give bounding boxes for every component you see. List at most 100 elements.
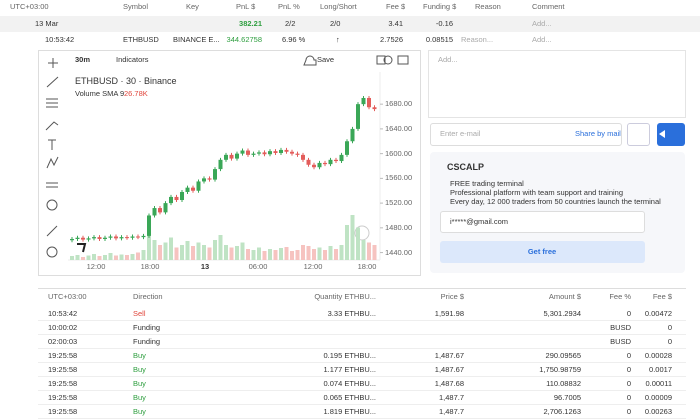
column-header[interactable]: Reason (475, 2, 501, 11)
candle (130, 236, 135, 238)
volume-bar (97, 256, 102, 260)
price-tick-label: 1440.00 (385, 247, 413, 257)
divider (38, 288, 686, 289)
volume-bar (367, 242, 371, 260)
candle (191, 187, 195, 191)
column-header[interactable]: Symbol (123, 2, 149, 11)
trade-cell[interactable]: Reason... (461, 35, 494, 44)
summary-cell: 2/0 (330, 19, 341, 28)
candle (246, 150, 250, 155)
column-header[interactable]: UTC+03:00 (10, 2, 49, 11)
candle (317, 162, 322, 168)
save-button[interactable]: Save (317, 55, 335, 64)
trade-cell: Buy (133, 351, 146, 360)
interval-button[interactable]: 30m (75, 55, 91, 64)
trade-cell: BUSD (610, 337, 631, 346)
link-button[interactable] (627, 123, 650, 146)
time-tick-label: 18:00 (357, 262, 377, 271)
candle (70, 238, 74, 241)
volume-bar (235, 246, 239, 260)
cta-label[interactable]: Get free (527, 247, 557, 256)
trade-cell: ETHBUSD (123, 35, 159, 44)
volume-bar (70, 256, 74, 260)
trade-cell: 0.08515 (425, 35, 453, 44)
email-placeholder[interactable]: Enter e-mail (440, 129, 481, 138)
trade-cell: 290.09565 (545, 351, 581, 360)
volume-bar (290, 251, 294, 260)
column-header[interactable]: Comment (532, 2, 565, 11)
send-icon (659, 130, 665, 138)
column-header[interactable]: PnL % (278, 2, 300, 11)
candle (262, 152, 267, 155)
volume-bar (152, 240, 157, 260)
email-input[interactable] (430, 123, 622, 146)
candle (295, 153, 300, 155)
price-tick-label: 1480.00 (385, 222, 413, 232)
trade-cell[interactable]: Add... (532, 35, 552, 44)
column-header[interactable]: Fee $ (386, 2, 406, 11)
trade-cell: 0 (626, 379, 631, 388)
volume-bar (213, 240, 217, 260)
candle (125, 237, 129, 239)
candle (75, 237, 80, 239)
candle (92, 237, 96, 239)
time-tick-label: 18:00 (140, 262, 160, 271)
candle (350, 128, 355, 142)
volume-bar (136, 252, 140, 260)
comment-placeholder[interactable]: Add... (438, 55, 458, 64)
candle (207, 178, 212, 180)
candle (136, 236, 140, 238)
candle (174, 196, 179, 201)
trades-header[interactable]: Fee % (609, 292, 631, 301)
candle (323, 162, 327, 165)
indicators-button[interactable]: Indicators (116, 55, 149, 64)
trade-cell: 0 (626, 407, 631, 416)
column-header[interactable]: Key (186, 2, 199, 11)
summary-cell: -0.16 (435, 19, 453, 28)
tool-icons (45, 55, 409, 258)
candle (218, 159, 223, 170)
promo-email-text[interactable]: i*****@gmail.com (450, 217, 509, 226)
get-free-button[interactable] (440, 241, 645, 263)
trade-cell: Funding (133, 323, 161, 332)
trade-cell: BINANCE E... (173, 35, 220, 44)
trade-cell: 19:25:58 (48, 393, 78, 402)
volume-bar (229, 247, 234, 260)
trades-header[interactable]: UTC+03:00 (48, 292, 87, 301)
send-button[interactable] (657, 123, 685, 146)
column-header[interactable]: Long/Short (320, 2, 357, 11)
trades-header[interactable]: Direction (133, 292, 163, 301)
candle (141, 235, 146, 238)
trade-cell: Funding (133, 337, 161, 346)
trade-cell: Sell (133, 309, 146, 318)
volume-bar (295, 250, 300, 260)
trades-header[interactable]: Price $ (440, 292, 464, 301)
volume-bar (163, 242, 168, 260)
volume-bar (251, 250, 256, 260)
promo-email[interactable] (440, 211, 645, 233)
trades-header[interactable]: Quantity ETHBU... (314, 292, 376, 301)
trades-header[interactable]: Amount $ (548, 292, 581, 301)
summary-cell: 2/2 (285, 19, 296, 28)
time-tick-label: 12:00 (86, 262, 106, 271)
trade-cell: 10:53:42 (48, 309, 78, 318)
trade-cell: 19:25:58 (48, 379, 78, 388)
column-header[interactable]: Funding $ (423, 2, 457, 11)
trade-cell: Buy (133, 365, 146, 374)
volume-bar (81, 257, 85, 260)
comment-box[interactable] (428, 50, 686, 118)
trade-cell: Buy (133, 393, 146, 402)
volume-bar (273, 250, 278, 260)
volume-bar (334, 249, 338, 260)
trade-cell: 0.065 ETHBU... (323, 393, 376, 402)
row-divider (38, 376, 686, 377)
column-header[interactable]: PnL $ (236, 2, 256, 11)
trade-cell: 0.074 ETHBU... (323, 379, 376, 388)
trades-header[interactable]: Fee $ (652, 292, 672, 301)
row-divider (38, 362, 686, 363)
share-link[interactable]: Share by mail (575, 129, 621, 138)
trade-cell: 96.7005 (553, 393, 581, 402)
candle (213, 169, 217, 180)
volume-bar (246, 249, 250, 260)
